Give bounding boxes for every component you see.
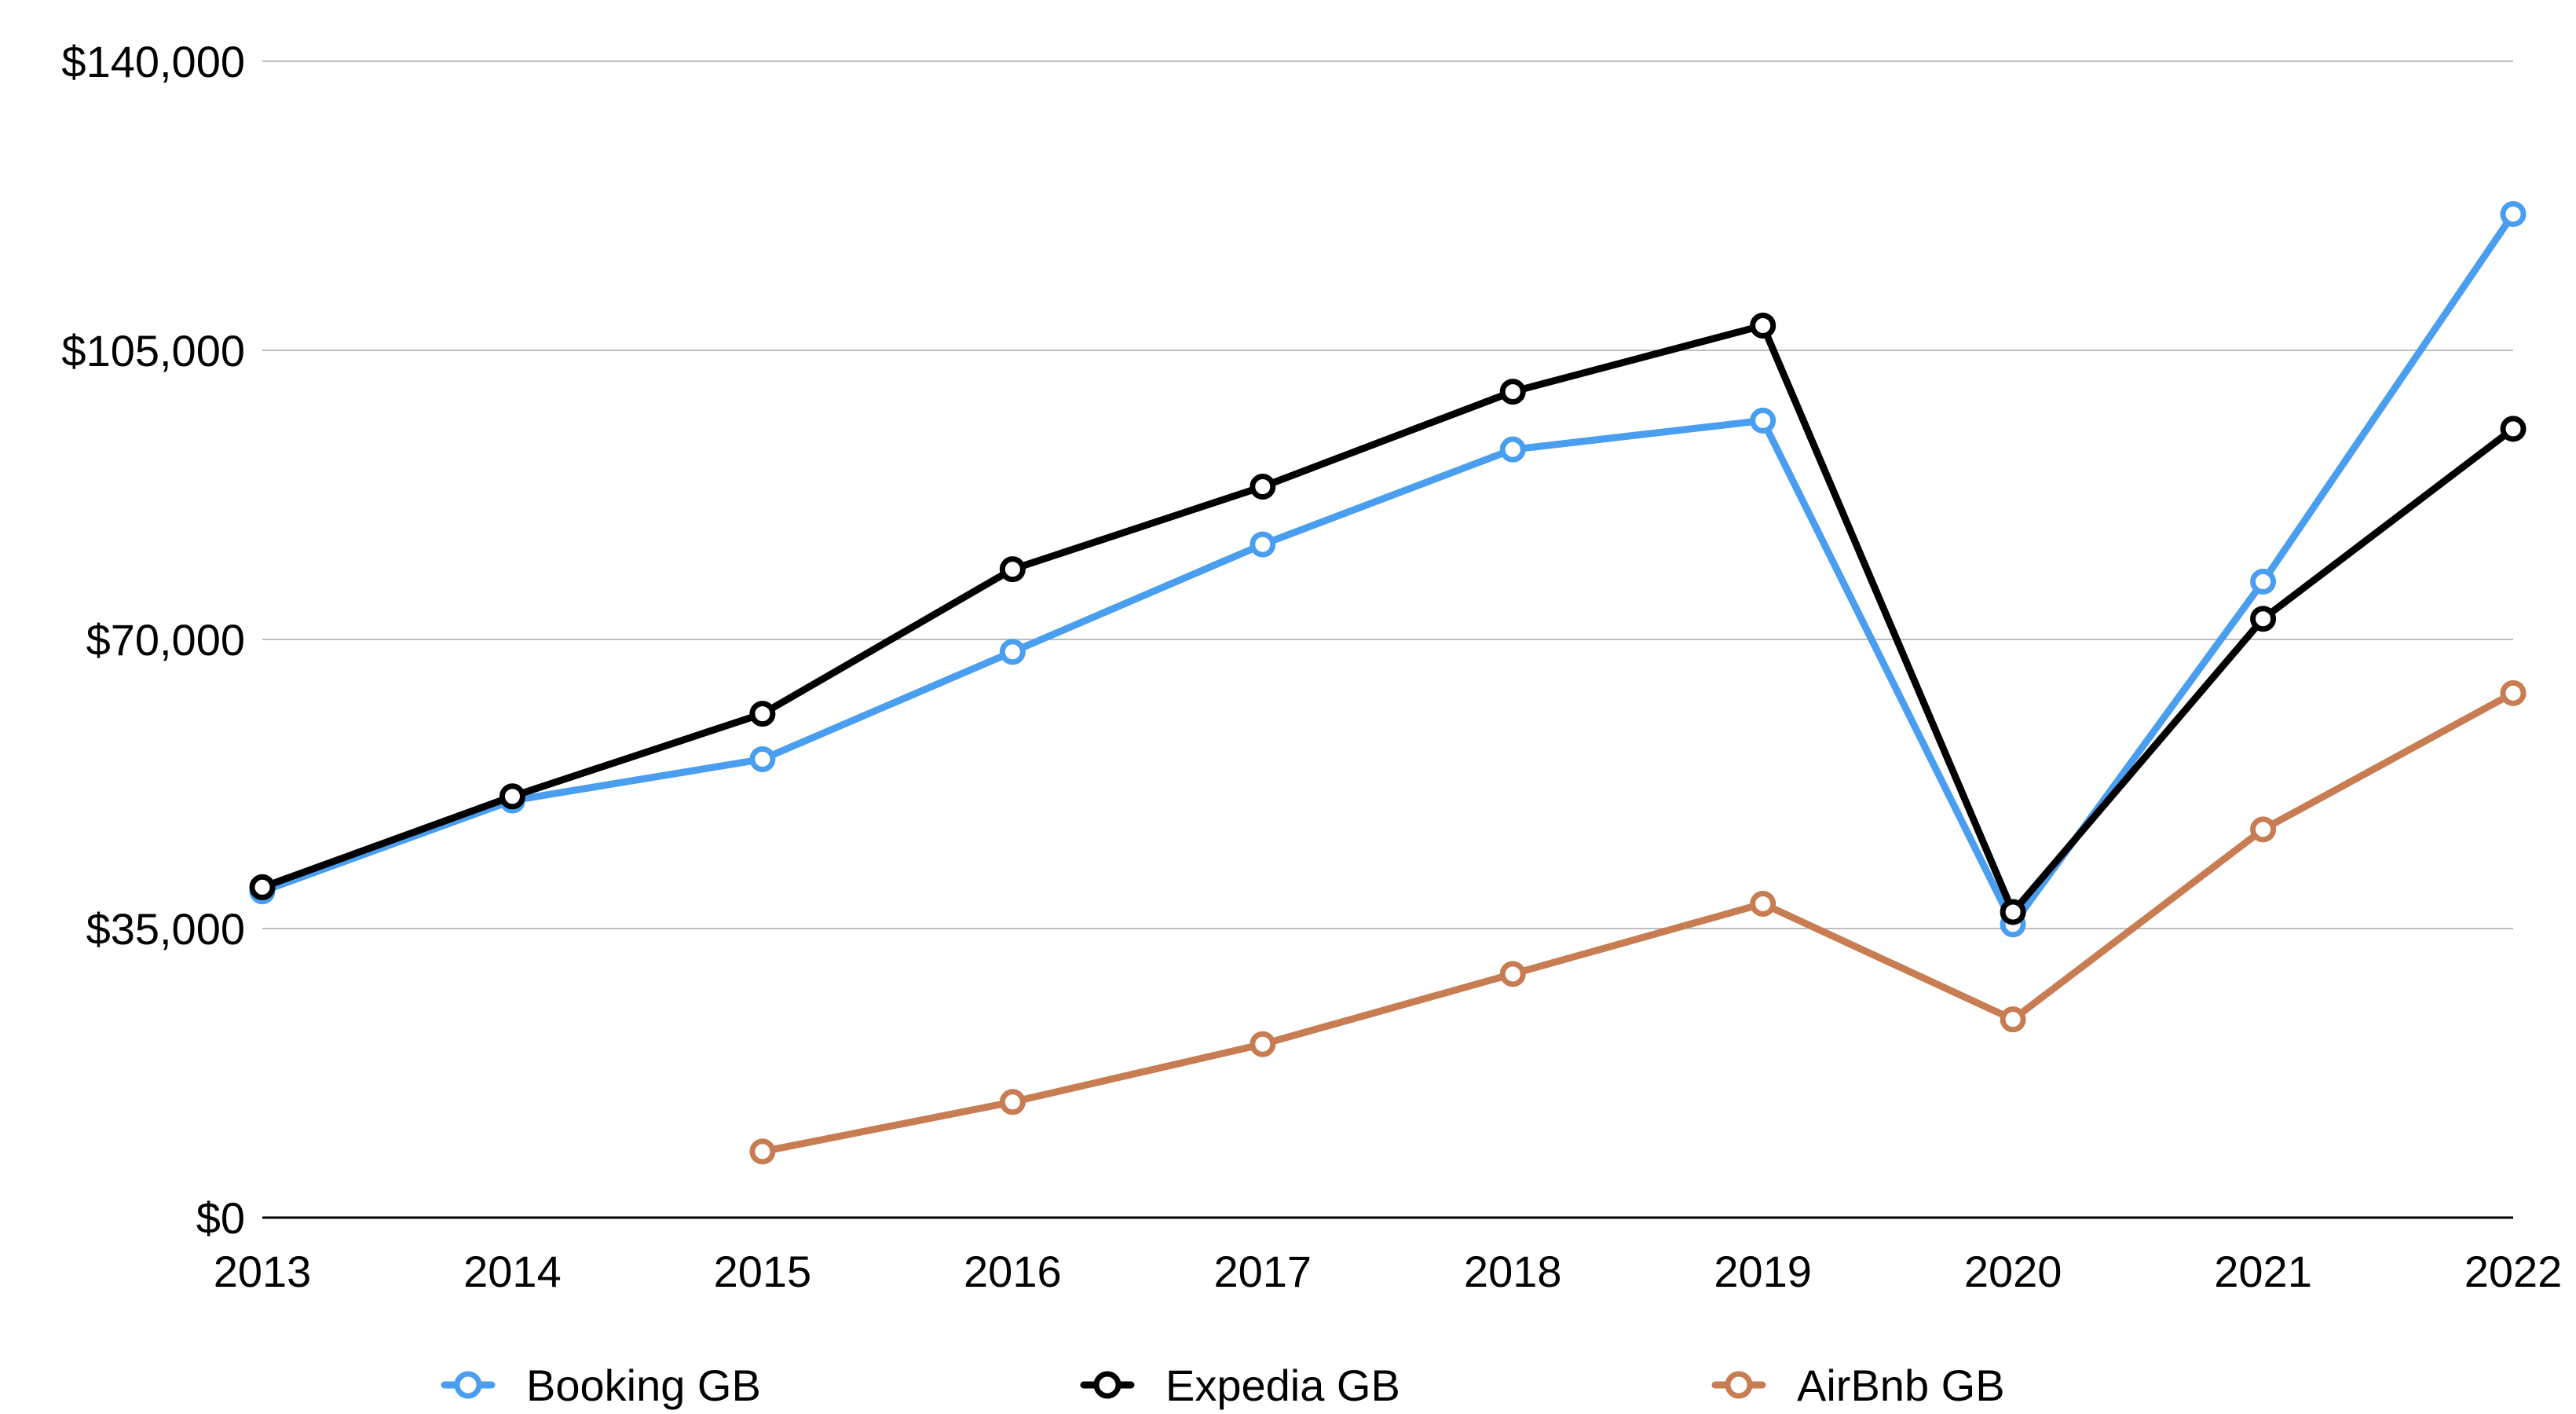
series-line-airbnb-gb <box>759 689 2517 1156</box>
legend-marker-expedia-gb <box>1093 1371 1122 1399</box>
data-point-expedia-gb-2017 <box>1250 473 1276 500</box>
data-point-booking-gb-2016 <box>999 639 1026 665</box>
data-point-booking-gb-2019 <box>1750 407 1776 434</box>
x-tick-label: 2019 <box>1714 1247 1812 1296</box>
x-tick-label: 2016 <box>964 1247 1062 1296</box>
series-booking-gb <box>249 201 2527 938</box>
data-point-airbnb-gb-2018 <box>1499 961 1526 987</box>
x-tick-label: 2013 <box>214 1247 312 1296</box>
x-tick-label: 2014 <box>463 1247 562 1296</box>
data-point-expedia-gb-2019 <box>1750 312 1776 339</box>
data-point-booking-gb-2021 <box>2250 568 2277 595</box>
data-point-airbnb-gb-2015 <box>749 1138 776 1165</box>
data-point-expedia-gb-2015 <box>749 701 776 727</box>
y-tick-label: $105,000 <box>61 326 245 375</box>
data-point-airbnb-gb-2020 <box>2000 1006 2026 1033</box>
data-point-airbnb-gb-2021 <box>2250 816 2277 843</box>
legend-item-booking-gb: Booking GB <box>441 1361 761 1410</box>
data-point-expedia-gb-2013 <box>249 874 276 900</box>
legend-item-expedia-gb: Expedia GB <box>1080 1361 1400 1410</box>
series-airbnb-gb <box>749 680 2527 1165</box>
x-tick-label: 2018 <box>1464 1247 1562 1296</box>
y-tick-label: $140,000 <box>61 37 245 86</box>
data-point-expedia-gb-2020 <box>2000 899 2026 925</box>
data-point-expedia-gb-2014 <box>499 783 525 810</box>
x-tick-label: 2017 <box>1213 1247 1312 1296</box>
legend-marker-booking-gb <box>454 1371 482 1399</box>
legend-item-airbnb-gb: AirBnb GB <box>1711 1361 2005 1410</box>
legend: Booking GB Expedia GB AirBnb GB <box>441 1361 2005 1410</box>
series-line-expedia-gb <box>258 321 2517 916</box>
data-point-expedia-gb-2016 <box>999 556 1026 583</box>
data-point-booking-gb-2018 <box>1499 436 1526 463</box>
series-lines <box>249 201 2527 1165</box>
legend-label-airbnb-gb: AirBnb GB <box>1797 1361 2005 1410</box>
data-point-booking-gb-2015 <box>749 745 776 772</box>
data-point-booking-gb-2022 <box>2500 201 2527 228</box>
x-tick-label: 2015 <box>714 1247 812 1296</box>
y-tick-label: $70,000 <box>86 615 245 665</box>
series-line-booking-gb <box>258 211 2517 929</box>
x-tick-label: 2020 <box>1964 1247 2062 1296</box>
legend-marker-airbnb-gb <box>1725 1371 1753 1399</box>
legend-label-expedia-gb: Expedia GB <box>1165 1361 1400 1410</box>
data-point-airbnb-gb-2019 <box>1750 890 1776 917</box>
data-point-expedia-gb-2018 <box>1499 379 1526 405</box>
y-tick-label: $35,000 <box>86 904 245 954</box>
x-tick-label: 2021 <box>2214 1247 2312 1296</box>
y-tick-label: $0 <box>196 1193 245 1243</box>
legend-label-booking-gb: Booking GB <box>526 1361 761 1410</box>
data-point-booking-gb-2017 <box>1250 531 1276 558</box>
data-point-airbnb-gb-2017 <box>1250 1031 1276 1057</box>
data-point-expedia-gb-2022 <box>2500 416 2527 442</box>
data-point-airbnb-gb-2016 <box>999 1089 1026 1115</box>
series-expedia-gb <box>249 312 2527 925</box>
data-point-airbnb-gb-2022 <box>2500 680 2527 706</box>
axes: $0 $35,000 $70,000 $105,000 $140,000 2013 2014… <box>61 37 2562 1296</box>
data-point-expedia-gb-2021 <box>2250 606 2277 632</box>
x-tick-label: 2022 <box>2464 1247 2563 1296</box>
